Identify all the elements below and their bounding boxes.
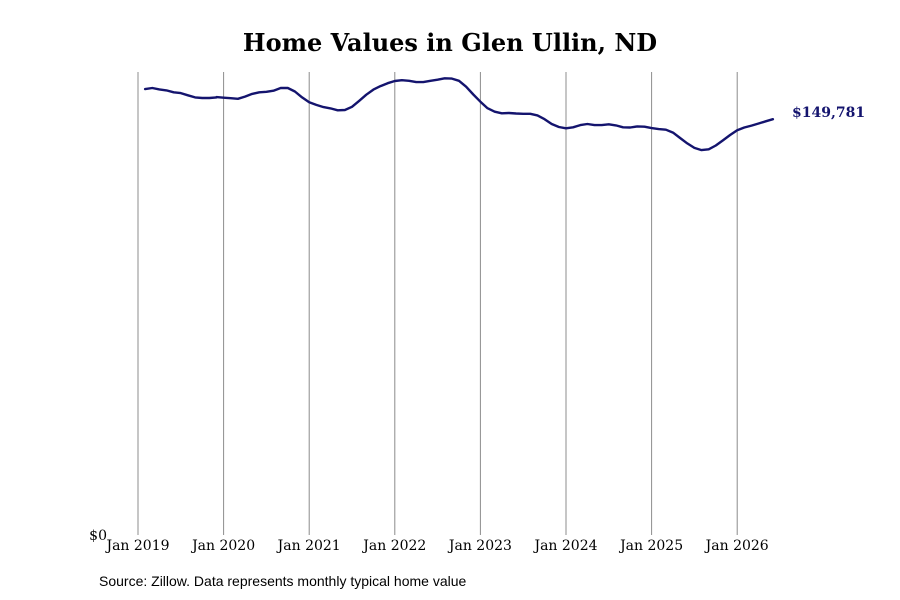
x-tick-label: Jan 2019 <box>104 538 169 554</box>
x-tick-label: Jan 2025 <box>618 538 683 554</box>
series-line <box>143 77 775 152</box>
x-tick-label: Jan 2026 <box>704 538 769 554</box>
x-tick-label: Jan 2021 <box>276 538 341 554</box>
x-tick-label: Jan 2022 <box>361 538 426 554</box>
latest-value-label: $149,781 <box>792 105 865 121</box>
vertical-gridlines <box>137 72 738 535</box>
chart-title: Home Values in Glen Ullin, ND <box>242 28 658 57</box>
source-note: Source: Zillow. Data represents monthly … <box>99 573 467 589</box>
x-tick-label: Jan 2023 <box>447 538 512 554</box>
y-tick-label-zero: $0 <box>89 528 107 544</box>
x-axis-tick-labels: Jan 2019 Jan 2020 Jan 2021 Jan 2022 Jan 2023… <box>104 538 768 554</box>
x-tick-label: Jan 2024 <box>532 538 597 554</box>
x-tick-label: Jan 2020 <box>190 538 255 554</box>
